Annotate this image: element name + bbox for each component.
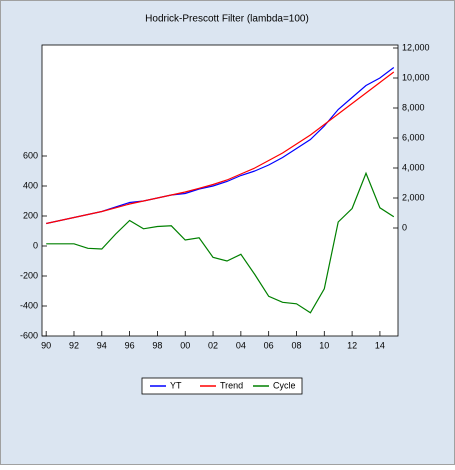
- y-tick-label: 400: [23, 180, 38, 190]
- x-tick-label: 08: [291, 340, 301, 350]
- x-tick-label: 06: [264, 340, 274, 350]
- x-tick-label: 92: [69, 340, 79, 350]
- x-tick-label: 96: [125, 340, 135, 350]
- y2-tick-label: 0: [402, 222, 407, 232]
- y-tick-label: -400: [20, 300, 38, 310]
- legend-label: Cycle: [273, 380, 296, 390]
- y-tick-label: -200: [20, 270, 38, 280]
- x-tick-label: 94: [97, 340, 107, 350]
- x-tick-label: 90: [41, 340, 51, 350]
- x-tick-label: 98: [152, 340, 162, 350]
- y2-tick-label: 2,000: [402, 192, 425, 202]
- y2-tick-label: 10,000: [402, 72, 430, 82]
- legend: [141, 377, 303, 395]
- y-tick-label: -600: [20, 330, 38, 340]
- y-tick-label: 600: [23, 150, 38, 160]
- plot-area: [41, 44, 399, 337]
- y2-tick-label: 8,000: [402, 102, 425, 112]
- legend-label: YT: [170, 380, 182, 390]
- y2-tick-label: 4,000: [402, 162, 425, 172]
- legend-label: Trend: [220, 380, 243, 390]
- series-line: [46, 71, 395, 225]
- y-tick-label: 0: [33, 240, 38, 250]
- x-tick-label: 14: [375, 340, 385, 350]
- x-tick-label: 10: [319, 340, 329, 350]
- x-tick-label: 04: [236, 340, 246, 350]
- y2-tick-label: 6,000: [402, 132, 425, 142]
- y2-tick-label: 12,000: [402, 42, 430, 52]
- x-tick-label: 02: [208, 340, 218, 350]
- x-tick-label: 00: [180, 340, 190, 350]
- x-tick-label: 12: [347, 340, 357, 350]
- chart-title: Hodrick-Prescott Filter (lambda=100): [145, 14, 309, 25]
- series-line: [46, 171, 395, 314]
- y-tick-label: 200: [23, 210, 38, 220]
